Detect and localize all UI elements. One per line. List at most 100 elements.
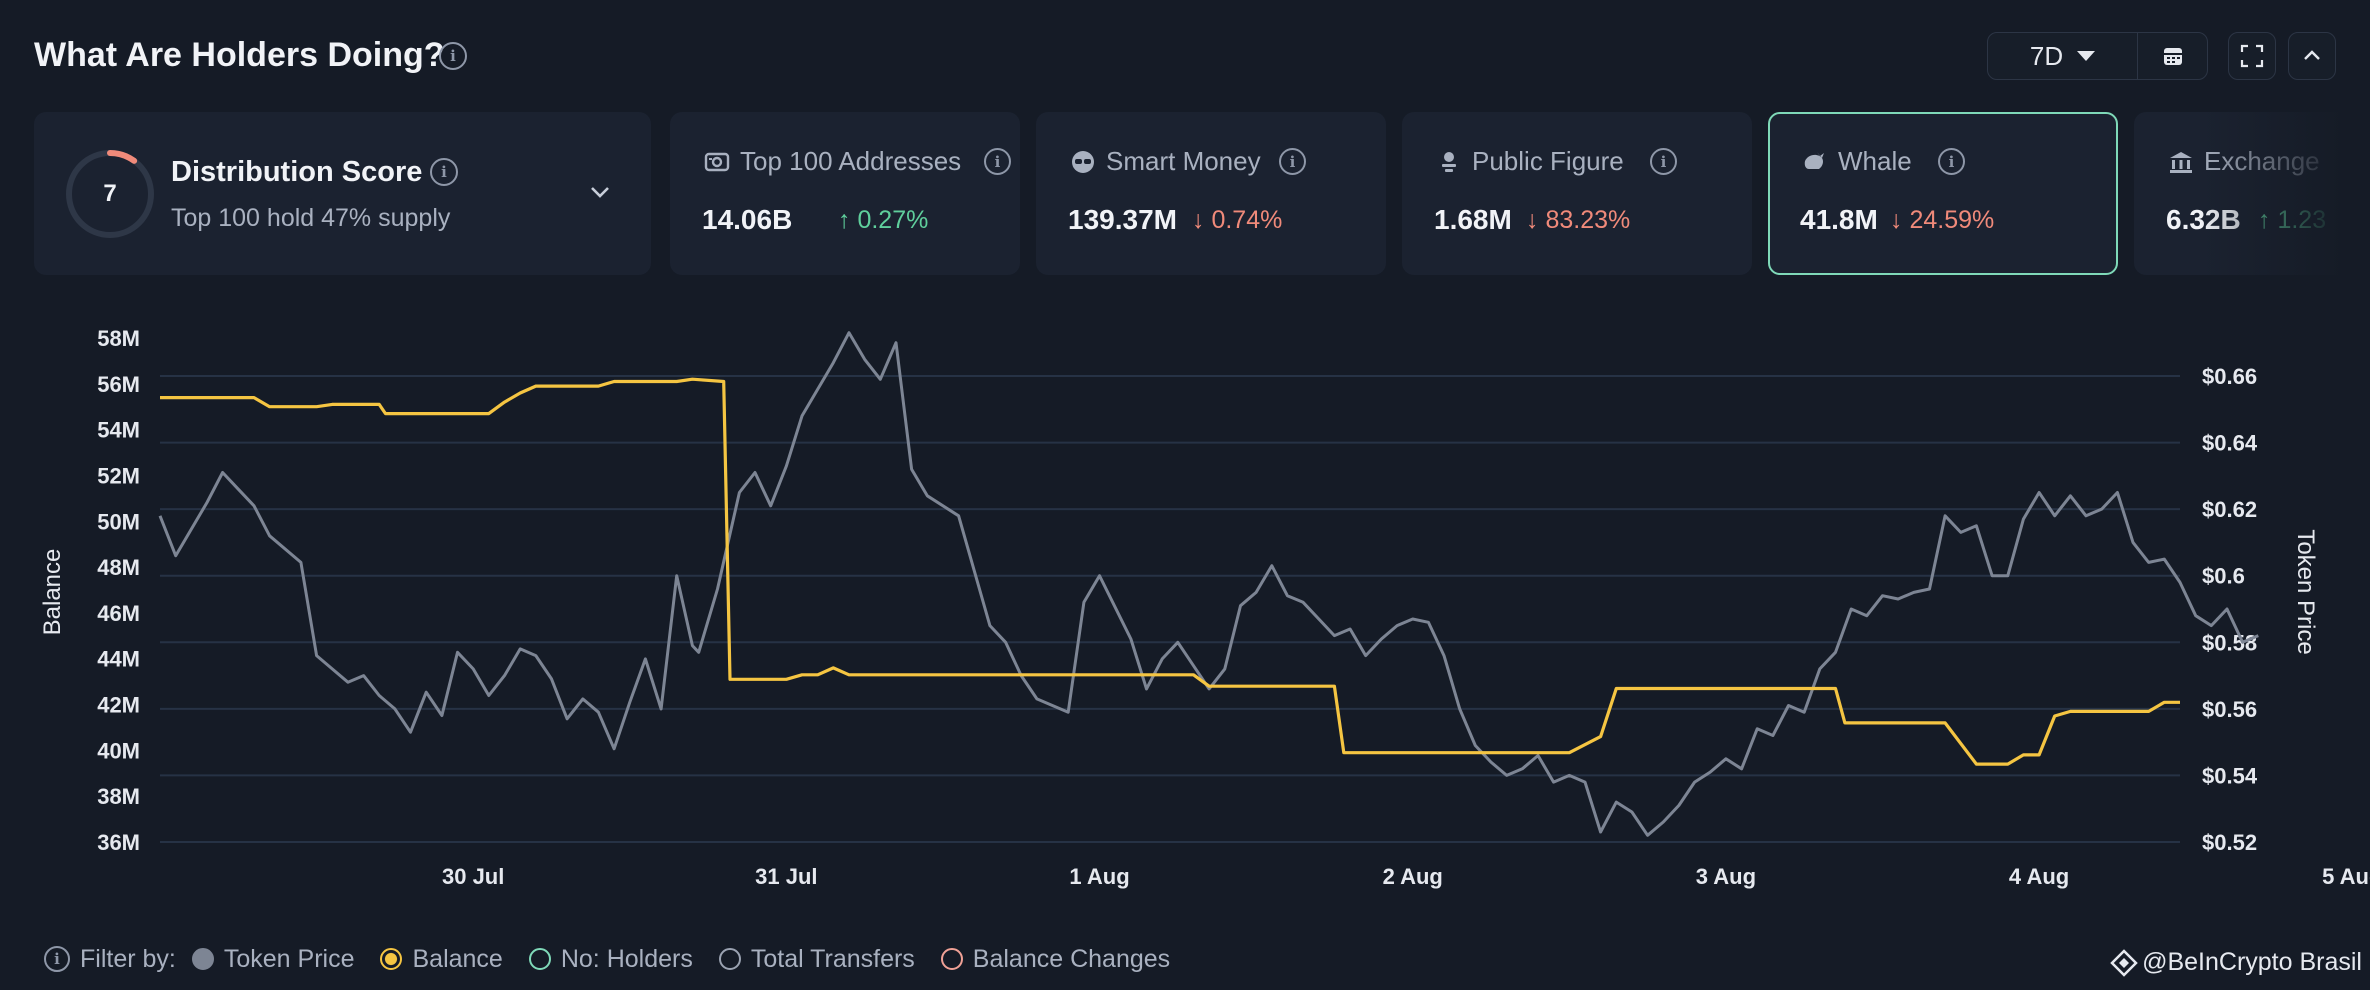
filter-label: Filter by: bbox=[80, 944, 176, 973]
y-right-tick-label: $0.56 bbox=[2202, 697, 2257, 722]
y-left-tick-label: 42M bbox=[97, 693, 140, 718]
filter-holders[interactable]: No: Holders bbox=[528, 944, 693, 974]
score-value: 7 bbox=[103, 180, 117, 207]
y-left-tick-label: 54M bbox=[97, 418, 140, 443]
metric-change-value: 0.27% bbox=[857, 206, 929, 234]
distribution-score-card[interactable]: 7 Distribution Score i Top 100 hold 47% … bbox=[34, 112, 651, 275]
y-right-tick-label: $0.52 bbox=[2202, 830, 2257, 855]
metric-value: 14.06B bbox=[702, 204, 793, 235]
page-title: What Are Holders Doing? bbox=[34, 36, 445, 74]
metric-card-whale[interactable]: Whale i 41.8M ↓ 24.59% bbox=[1768, 112, 2118, 275]
info-icon[interactable]: i bbox=[1279, 148, 1306, 175]
score-subtitle: Top 100 hold 47% supply bbox=[171, 204, 451, 232]
metric-card-public-figure[interactable]: Public Figure i 1.68M ↓ 83.23% bbox=[1402, 112, 1752, 275]
arrow-up-icon: ↑ bbox=[2258, 206, 2271, 234]
info-icon[interactable]: i bbox=[439, 42, 467, 70]
y-right-tick-label: $0.66 bbox=[2202, 364, 2257, 389]
metric-card-smart-money[interactable]: Smart Money i 139.37M ↓ 0.74% bbox=[1036, 112, 1386, 275]
score-title: Distribution Score bbox=[171, 156, 423, 188]
x-tick-label: 31 Jul bbox=[755, 864, 817, 889]
metric-label: Exchange bbox=[2204, 146, 2320, 176]
x-tick-label: 3 Aug bbox=[1696, 864, 1756, 889]
y-right-tick-label: $0.62 bbox=[2202, 497, 2257, 522]
collapse-button[interactable] bbox=[2288, 32, 2336, 80]
balance-dot-icon bbox=[380, 948, 403, 970]
info-icon[interactable]: i bbox=[44, 946, 70, 972]
y-right-tick-label: $0.58 bbox=[2202, 630, 2257, 655]
metric-change-value: 0.74% bbox=[1211, 206, 1283, 234]
y-axis-right-title: Token Price bbox=[2292, 529, 2319, 654]
metric-value: 1.68M bbox=[1434, 204, 1512, 235]
filter-item-label: Balance Changes bbox=[972, 944, 1171, 973]
filter-total-transfers[interactable]: Total Transfers bbox=[718, 944, 915, 974]
metric-label: Smart Money bbox=[1106, 146, 1261, 176]
metric-change: ↓ 0.74% bbox=[1192, 206, 1282, 235]
y-left-tick-label: 40M bbox=[97, 738, 140, 763]
fullscreen-button[interactable] bbox=[2228, 32, 2276, 80]
chart-filters: i Filter by: Token Price Balance No: Hol… bbox=[44, 944, 1186, 974]
filter-balance-changes[interactable]: Balance Changes bbox=[940, 944, 1171, 974]
y-left-tick-label: 36M bbox=[97, 830, 140, 855]
metric-cards: 7 Distribution Score i Top 100 hold 47% … bbox=[34, 112, 2370, 275]
token-price-dot-icon bbox=[191, 948, 214, 970]
token-price-line bbox=[158, 331, 2259, 837]
changes-dot-icon bbox=[940, 948, 963, 970]
grid bbox=[160, 375, 2180, 843]
y-left-tick-label: 38M bbox=[97, 784, 140, 809]
holders-dot-icon bbox=[528, 948, 551, 970]
expand-icon bbox=[2240, 44, 2264, 68]
bank-icon bbox=[2170, 152, 2192, 173]
metric-label: Top 100 Addresses bbox=[740, 146, 962, 176]
time-range-select[interactable]: 7D bbox=[1988, 33, 2138, 79]
y-right-tick-label: $0.54 bbox=[2202, 763, 2258, 788]
metric-label: Whale bbox=[1838, 146, 1912, 176]
y-left-tick-label: 50M bbox=[97, 509, 140, 534]
x-tick-label: 5 Aug bbox=[2322, 864, 2370, 889]
arrow-down-icon: ↓ bbox=[1192, 206, 1205, 234]
chevron-down-icon[interactable] bbox=[588, 180, 612, 204]
filter-item-label: Token Price bbox=[223, 944, 355, 973]
x-tick-label: 4 Aug bbox=[2009, 864, 2069, 889]
info-icon[interactable]: i bbox=[1650, 148, 1677, 175]
caret-down-icon bbox=[2077, 51, 2096, 61]
watermark-text: @BeInCrypto Brasil bbox=[2142, 948, 2362, 976]
person-icon bbox=[1442, 152, 1456, 172]
metric-change-value: 1.23 bbox=[2277, 206, 2327, 234]
metric-change: ↓ 24.59% bbox=[1890, 206, 1994, 235]
metric-change-value: 24.59% bbox=[1909, 206, 1995, 234]
time-range-label: 7D bbox=[2029, 40, 2064, 71]
whale-icon bbox=[1804, 152, 1824, 169]
info-icon[interactable]: i bbox=[430, 158, 458, 186]
score-gauge bbox=[66, 150, 154, 238]
metric-value: 41.8M bbox=[1800, 204, 1878, 235]
balance-line bbox=[160, 377, 2180, 766]
chevron-up-icon bbox=[2304, 50, 2320, 60]
filter-token-price[interactable]: Token Price bbox=[191, 944, 355, 974]
calendar-button[interactable] bbox=[2138, 33, 2207, 79]
filter-item-label: Total Transfers bbox=[750, 944, 915, 973]
y-left-tick-label: 46M bbox=[97, 601, 140, 626]
filter-item-label: No: Holders bbox=[560, 944, 693, 973]
arrow-down-icon: ↓ bbox=[1526, 206, 1539, 234]
x-axis: 30 Jul 31 Jul 1 Aug 2 Aug 3 Aug 4 Aug 5 Aug bbox=[442, 864, 2370, 889]
info-icon[interactable]: i bbox=[984, 148, 1011, 175]
metric-card-top100[interactable]: Top 100 Addresses i 14.06B ↑ 0.27% bbox=[670, 112, 1020, 275]
watermark: @BeInCrypto Brasil bbox=[2110, 948, 2362, 977]
y-axis-left-title: Balance bbox=[39, 549, 66, 636]
database-icon bbox=[704, 152, 730, 172]
y-left-tick-label: 52M bbox=[97, 463, 140, 488]
logo-icon bbox=[2110, 948, 2138, 977]
metric-change: ↓ 83.23% bbox=[1526, 206, 1630, 235]
metric-card-exchange[interactable]: Exchange 6.32B ↑ 1.23 bbox=[2134, 112, 2370, 275]
x-tick-label: 30 Jul bbox=[442, 864, 504, 889]
y-axis-right: $0.66 $0.64 $0.62 $0.6 $0.58 $0.56 $0.54 $0.52 bbox=[2202, 364, 2258, 855]
transfers-dot-icon bbox=[718, 948, 741, 970]
metric-value: 139.37M bbox=[1068, 204, 1177, 235]
filter-balance[interactable]: Balance bbox=[380, 945, 503, 974]
glasses-icon bbox=[1072, 151, 1094, 173]
header: What Are Holders Doing? i 7D bbox=[34, 28, 2336, 82]
info-icon[interactable]: i bbox=[1938, 148, 1965, 175]
metric-change: ↑ 1.23 bbox=[2258, 206, 2326, 235]
y-left-tick-label: 48M bbox=[97, 555, 140, 580]
arrow-down-icon: ↓ bbox=[1890, 206, 1903, 234]
